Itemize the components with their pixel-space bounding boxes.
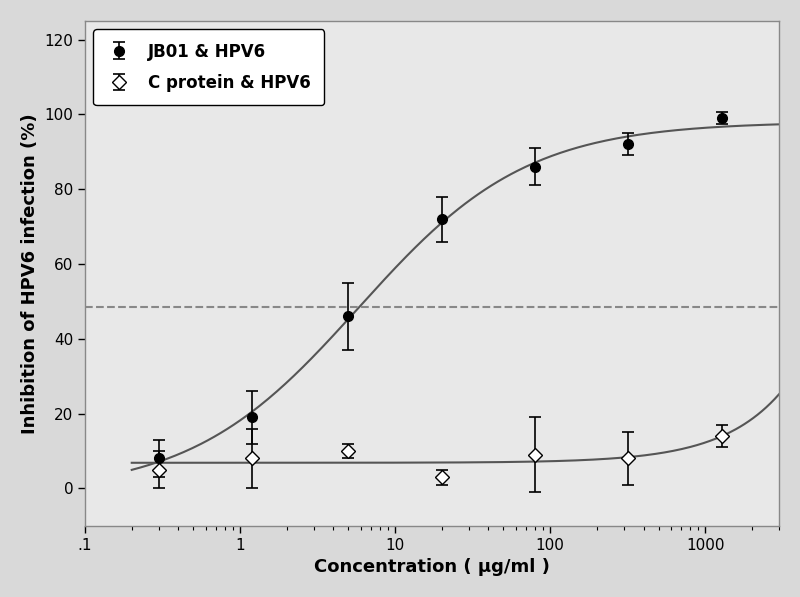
X-axis label: Concentration ( μg/ml ): Concentration ( μg/ml ) <box>314 558 550 576</box>
Y-axis label: Inhibition of HPV6 infection (%): Inhibition of HPV6 infection (%) <box>21 113 39 433</box>
Legend: JB01 & HPV6, C protein & HPV6: JB01 & HPV6, C protein & HPV6 <box>94 29 325 105</box>
